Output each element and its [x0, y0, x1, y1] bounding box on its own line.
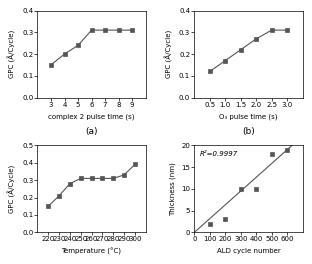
Text: R²=0.9997: R²=0.9997 — [200, 151, 238, 157]
Y-axis label: Thickness (nm): Thickness (nm) — [169, 162, 176, 216]
X-axis label: O₃ pulse time (s): O₃ pulse time (s) — [219, 113, 278, 120]
Text: (a): (a) — [85, 127, 98, 136]
Text: (b): (b) — [242, 127, 255, 136]
Y-axis label: GPC (Å/Cycle): GPC (Å/Cycle) — [8, 165, 17, 213]
X-axis label: Temperature (°C): Temperature (°C) — [61, 248, 122, 255]
X-axis label: ALD cycle number: ALD cycle number — [217, 248, 280, 254]
X-axis label: complex 2 pulse time (s): complex 2 pulse time (s) — [48, 113, 135, 120]
Y-axis label: GPC (Å/Cycle): GPC (Å/Cycle) — [165, 30, 173, 78]
Y-axis label: GPC (Å/Cycle): GPC (Å/Cycle) — [8, 30, 17, 78]
